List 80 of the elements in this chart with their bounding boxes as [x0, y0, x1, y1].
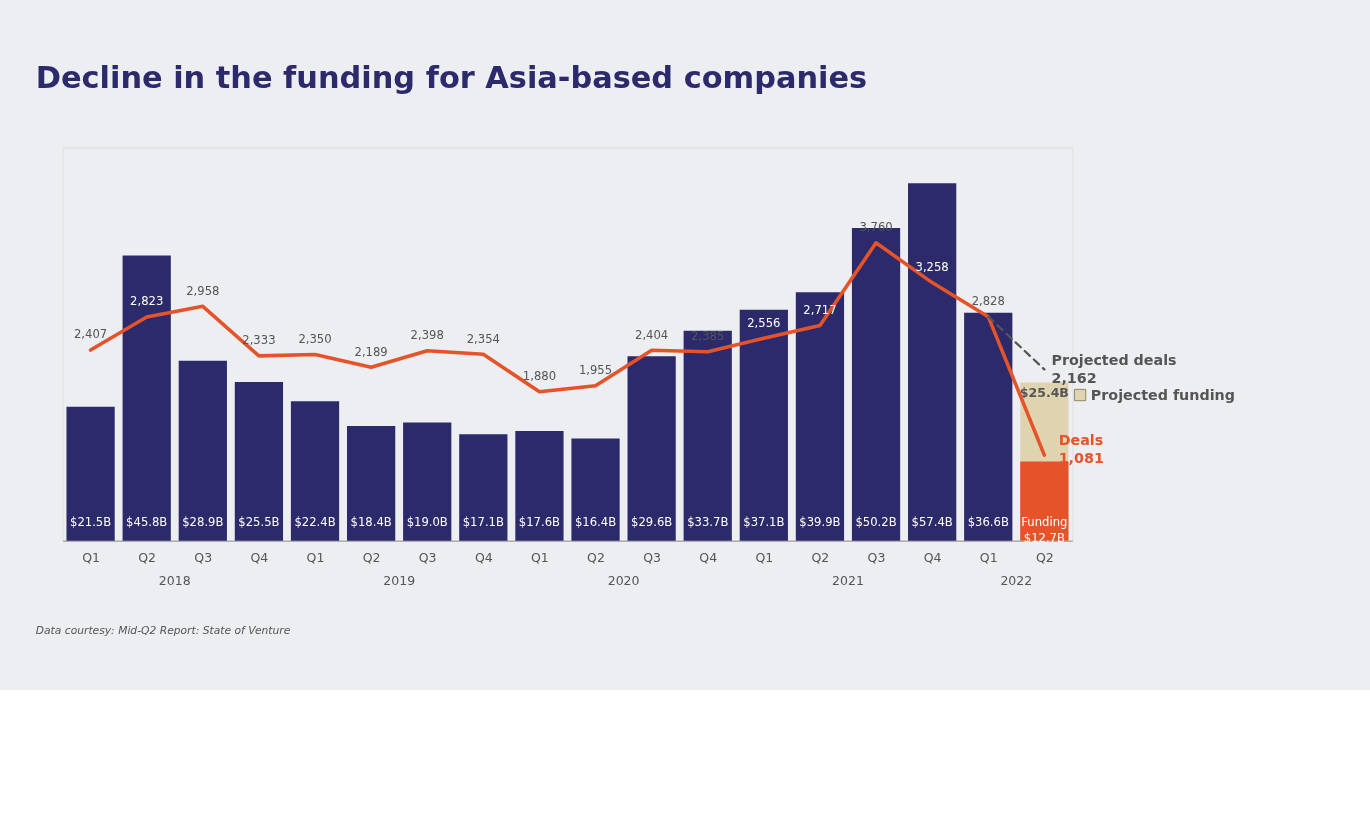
data-label: $39.9B [799, 514, 841, 529]
text: Data courtesy: Mid-Q2 Report: State of Venture [35, 623, 291, 637]
data-label: $12.7B [1023, 530, 1065, 545]
text: 2021 [832, 572, 864, 588]
x-tick-label: Q1 [755, 549, 774, 565]
x-tick-label: Q1 [530, 549, 549, 565]
x-tick-label: Q2 [138, 549, 157, 565]
x-tick-label: Q4 [923, 549, 942, 565]
x-tick-label: Q1 [979, 549, 998, 565]
data-label: $17.6B [518, 514, 561, 529]
data-label: 2,162 [1051, 369, 1097, 386]
bar [122, 255, 171, 541]
bar [964, 312, 1013, 541]
data-label: 1,955 [578, 363, 613, 378]
bar [290, 401, 340, 541]
bar [683, 330, 732, 541]
bar [571, 438, 620, 541]
x-tick-label: Q1 [82, 549, 100, 565]
x-tick-label: Q4 [699, 549, 718, 565]
data-label: $22.4B [294, 514, 336, 529]
bar [627, 356, 676, 541]
data-label: $17.1B [462, 514, 504, 529]
data-label: $50.2B [855, 514, 897, 529]
data-label: 2,333 [242, 333, 276, 348]
data-label: $19.0B [406, 514, 448, 529]
data-label: 2,958 [186, 283, 220, 298]
text: 2020 [607, 572, 640, 588]
chart-title: Decline in the funding for Asia-based companies [35, 59, 868, 95]
bar [403, 422, 452, 541]
data-label: 2,556 [747, 315, 781, 330]
x-tick-label: Q4 [474, 549, 493, 565]
data-label: $29.6B [631, 514, 673, 529]
legend-label: Projected funding [1090, 386, 1235, 403]
series-label: Projected deals [1051, 351, 1177, 368]
data-label: $21.5B [70, 514, 112, 529]
text: 2018 [158, 572, 191, 588]
bar [178, 360, 227, 541]
x-tick-label: Q2 [811, 549, 830, 565]
bar [347, 426, 396, 541]
x-tick-label: Q3 [194, 549, 213, 565]
bar [795, 292, 845, 541]
data-label: 2,189 [354, 344, 388, 359]
bar [234, 381, 284, 541]
data-label: 3,258 [915, 259, 949, 274]
x-tick-label: Q3 [867, 549, 886, 565]
x-tick-label: Q4 [250, 549, 269, 565]
x-tick-label: Q3 [418, 549, 437, 565]
bar [459, 434, 508, 541]
series-label: Deals [1058, 432, 1104, 449]
data-label: $25.4B [1019, 384, 1069, 400]
data-label: 2,823 [130, 294, 164, 309]
data-label: $18.4B [350, 514, 392, 529]
text: 2022 [1000, 572, 1033, 588]
bar [515, 431, 564, 541]
data-label: 2,350 [298, 331, 332, 346]
data-label: 1,880 [522, 369, 557, 384]
data-label: 2,404 [635, 327, 669, 342]
data-label: $33.7B [687, 514, 729, 529]
bar [739, 309, 788, 541]
x-tick-label: Q1 [306, 549, 325, 565]
data-label: 2,354 [466, 331, 500, 346]
data-label: $16.4B [574, 514, 617, 529]
data-label: $37.1B [743, 514, 785, 529]
data-label: $36.6B [967, 514, 1009, 529]
series-label: Funding [1021, 514, 1068, 529]
data-label: $28.9B [182, 514, 224, 529]
data-label: $25.5B [238, 514, 280, 529]
data-label: $57.4B [911, 514, 953, 529]
x-tick-label: Q2 [1035, 549, 1054, 565]
x-tick-label: Q3 [643, 549, 661, 565]
data-label: 2,828 [971, 294, 1005, 309]
data-label: 2,407 [73, 327, 108, 342]
bar [908, 183, 957, 541]
data-label: 2,398 [410, 328, 444, 343]
x-tick-label: Q2 [587, 549, 605, 565]
data-label: 1,081 [1058, 450, 1104, 467]
data-label: $45.8B [126, 514, 168, 529]
x-tick-label: Q2 [362, 549, 381, 565]
bar [66, 406, 115, 541]
text: 2019 [383, 572, 416, 588]
